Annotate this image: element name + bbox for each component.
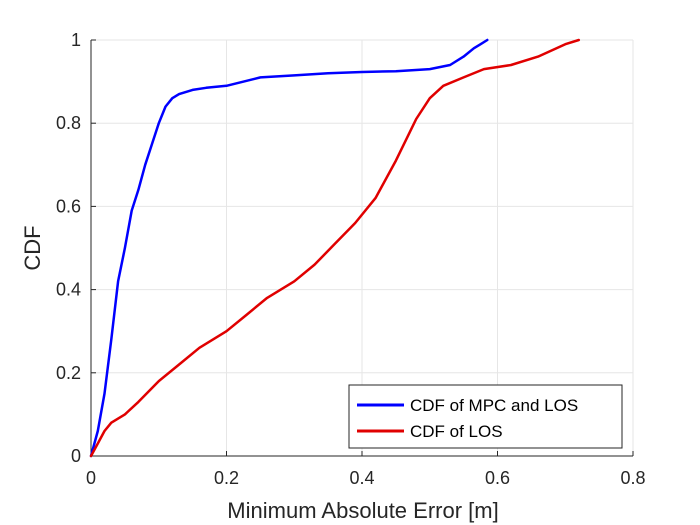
axes [90,39,634,457]
legend: CDF of MPC and LOS CDF of LOS [348,384,623,449]
x-axis-label: Minimum Absolute Error [m] [227,498,498,523]
x-tick-label: 0 [86,468,96,488]
series-layer [89,38,581,458]
series-line-los [89,38,581,458]
tick-labels: 0 0.2 0.4 0.6 0.8 0 0.2 0.4 0.6 0.8 1 [56,30,646,488]
x-tick-label: 0.8 [620,468,645,488]
grid [90,39,634,457]
y-axis-label: CDF [20,225,45,270]
y-tick-label: 0.6 [56,196,81,216]
x-tick-label: 0.6 [485,468,510,488]
y-tick-label: 0 [71,446,81,466]
y-tick-label: 0.2 [56,363,81,383]
x-tick-label: 0.4 [349,468,374,488]
x-tick-label: 0.2 [214,468,239,488]
y-tick-label: 0.8 [56,113,81,133]
series-line-mpc-los [89,38,489,458]
y-tick-label: 0.4 [56,280,81,300]
legend-label-mpc-los: CDF of MPC and LOS [410,396,578,415]
y-tick-label: 1 [71,30,81,50]
legend-box [348,384,623,449]
legend-label-los: CDF of LOS [410,422,503,441]
